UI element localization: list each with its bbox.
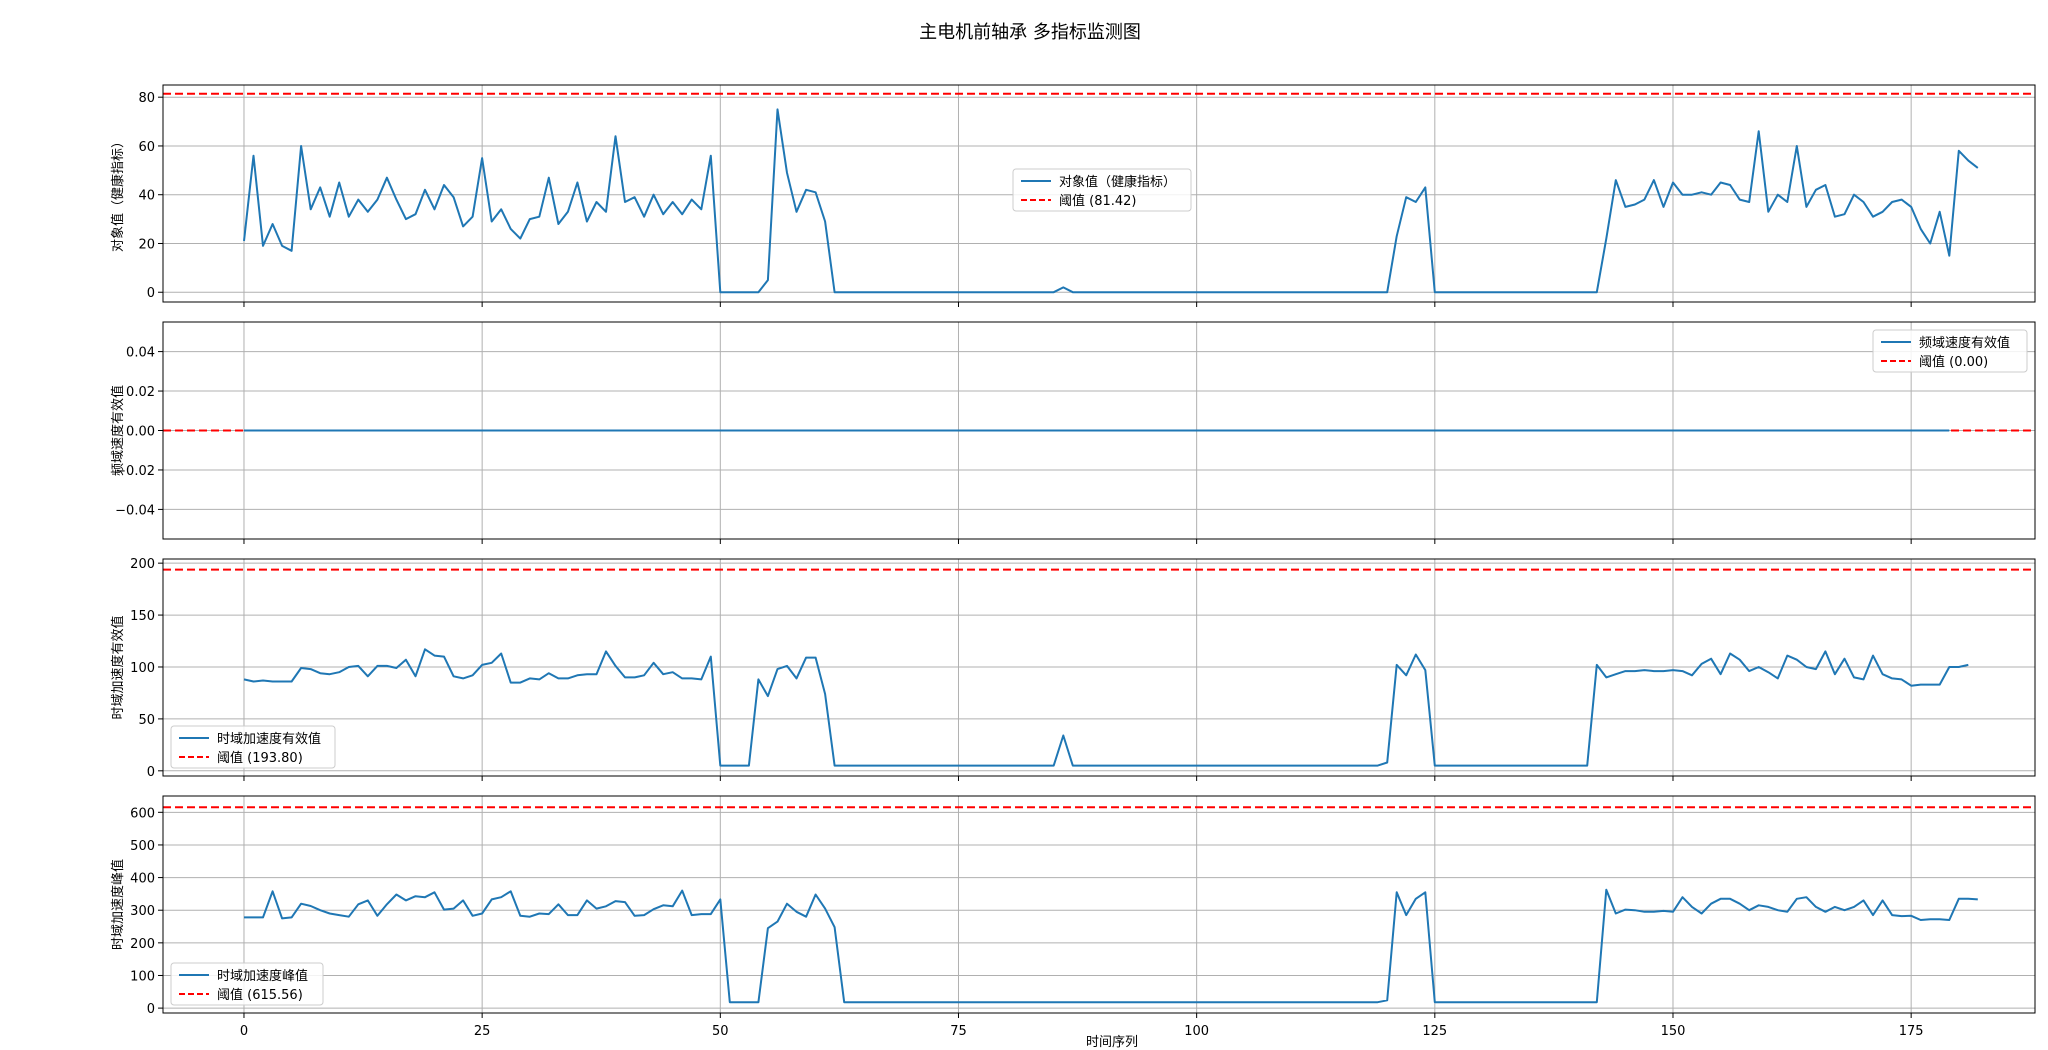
legend-series-label: 时域加速度峰值 [217, 968, 308, 984]
y-tick-label: 0 [147, 765, 155, 780]
y-tick-label: 100 [130, 661, 155, 676]
y-tick-label: 300 [130, 904, 155, 919]
y-axis-label: 频域速度有效值 [110, 385, 126, 476]
x-tick-label: 0 [240, 1024, 248, 1039]
y-axis-label: 时域加速度峰值 [110, 859, 126, 950]
y-tick-label: 60 [138, 140, 155, 155]
legend-series-label: 时域加速度有效值 [217, 731, 321, 747]
y-tick-label: 100 [130, 969, 155, 984]
subplot-stack: 0 20 40 60 80 对象值（健康指标） 对象值（健康指标） 阈值 (81.42) −0.… [110, 84, 2036, 1039]
axes-frame [162, 795, 2036, 1014]
axes-frame [162, 84, 2036, 303]
y-tick-label: 150 [130, 609, 155, 624]
y-axis-label: 对象值（健康指标） [110, 135, 126, 252]
y-tick-label: 600 [130, 806, 155, 821]
y-tick-label: 80 [138, 91, 155, 106]
y-tick-label: 40 [138, 189, 155, 204]
y-tick-label: 0.04 [126, 346, 155, 361]
axes-frame [162, 321, 2036, 540]
legend-threshold-label: 阈值 (615.56) [217, 987, 303, 1003]
x-tick-label: 75 [950, 1024, 967, 1039]
y-tick-label: −0.02 [115, 464, 155, 479]
x-tick-label: 100 [1184, 1024, 1209, 1039]
series-line [244, 888, 1978, 1004]
y-tick-label: 0.02 [126, 385, 155, 400]
legend-threshold-label: 阈值 (193.80) [217, 750, 303, 766]
legend-series-label: 频域速度有效值 [1919, 335, 2010, 351]
y-tick-label: −0.04 [115, 503, 155, 518]
x-tick-label: 25 [474, 1024, 491, 1039]
y-tick-label: 500 [130, 839, 155, 854]
chart-title: 主电机前轴承 多指标监测图 [919, 22, 1141, 43]
legend-series-label: 对象值（健康指标） [1059, 174, 1176, 190]
x-tick-label: 150 [1661, 1024, 1686, 1039]
subplot-1: 0 20 40 60 80 对象值（健康指标） 对象值（健康指标） 阈值 (81.42) [110, 84, 2036, 307]
y-tick-label: 0.00 [126, 425, 155, 440]
legend-threshold-label: 阈值 (81.42) [1059, 193, 1137, 209]
y-tick-label: 50 [138, 713, 155, 728]
y-tick-label: 200 [130, 557, 155, 572]
legend-box [170, 725, 336, 769]
y-axis-label: 时域加速度有效值 [110, 615, 126, 719]
y-tick-label: 0 [147, 286, 155, 301]
y-tick-label: 20 [138, 237, 155, 252]
axes-frame [162, 558, 2036, 777]
legend: 对象值（健康指标） 阈值 (81.42) [1012, 168, 1192, 212]
x-tick-label: 50 [712, 1024, 729, 1039]
legend-box [1872, 329, 2028, 373]
legend-box [1012, 168, 1192, 212]
y-tick-label: 0 [147, 1002, 155, 1017]
x-tick-label: 175 [1899, 1024, 1924, 1039]
y-tick-label: 200 [130, 937, 155, 952]
y-tick-label: 400 [130, 872, 155, 887]
x-axis-label: 时间序列 [1086, 1035, 1138, 1050]
x-tick-label: 125 [1422, 1024, 1447, 1039]
legend-threshold-label: 阈值 (0.00) [1919, 354, 1988, 370]
subplot-4: 0 25 50 75 100 125 150 175 0 100 200 300 400 500 600 时域… [110, 795, 2036, 1039]
series-line [243, 108, 1979, 294]
series-line [243, 648, 1969, 767]
